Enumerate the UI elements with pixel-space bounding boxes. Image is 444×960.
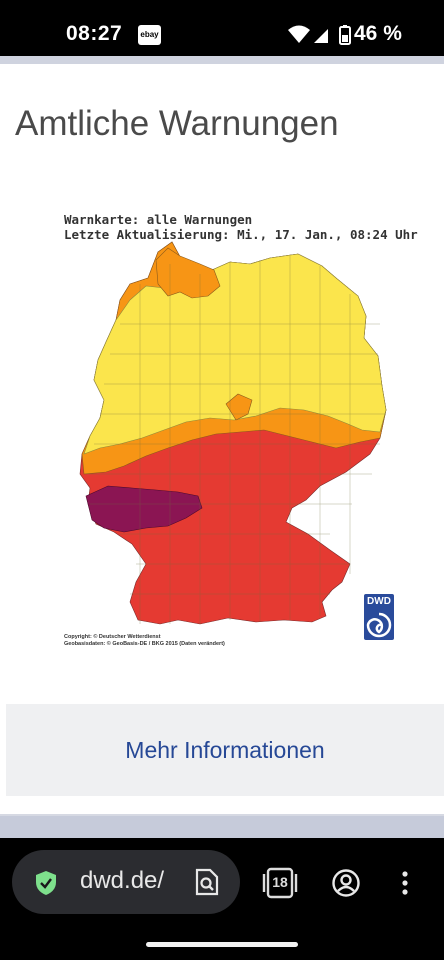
- warnings-card: Amtliche Warnungen Warnkarte: alle Warnu…: [0, 64, 444, 814]
- map-copyright: Copyright: © Deutscher Wetterdienst Geob…: [64, 634, 225, 648]
- url-fade: [172, 864, 186, 900]
- url-text[interactable]: dwd.de/: [80, 867, 165, 894]
- page-search-icon[interactable]: [194, 868, 220, 896]
- dwd-logo: DWD: [364, 594, 394, 640]
- home-indicator[interactable]: [146, 942, 298, 947]
- district-borders: [86, 256, 386, 624]
- tab-count: 18: [272, 874, 288, 890]
- copyright-line1: Copyright: © Deutscher Wetterdienst: [64, 634, 161, 640]
- tabs-icon: [262, 867, 298, 899]
- status-bar: 08:27 ebay 46 %: [0, 0, 444, 56]
- map-region-north-orange: [155, 247, 221, 299]
- germany-warning-map[interactable]: [60, 204, 404, 644]
- battery-percentage: 46 %: [354, 22, 402, 45]
- map-title: Warnkarte: alle Warnungen Letzte Aktuali…: [64, 212, 418, 242]
- wifi-icon: [288, 25, 310, 43]
- shield-check-icon: [36, 871, 56, 895]
- status-icons: [288, 25, 351, 45]
- map-region-central-orange: [225, 393, 253, 421]
- ebay-notification-icon: ebay: [138, 25, 161, 45]
- signal-icon: [314, 29, 328, 43]
- web-page: Amtliche Warnungen Warnkarte: alle Warnu…: [0, 56, 444, 838]
- dwd-logo-text: DWD: [367, 596, 391, 607]
- map-title-line1: Warnkarte: alle Warnungen: [64, 212, 253, 227]
- copyright-line2: Geobasisdaten: © GeoBasis-DE / BKG 2015 …: [64, 641, 225, 647]
- dwd-swirl-icon: [366, 612, 392, 638]
- map-region-purple: [85, 485, 203, 533]
- page-title: Amtliche Warnungen: [15, 104, 339, 143]
- status-time: 08:27: [66, 22, 123, 45]
- page-top-strip: [0, 56, 444, 64]
- more-vert-icon[interactable]: [398, 870, 412, 896]
- more-information-button[interactable]: Mehr Informationen: [6, 704, 444, 796]
- account-icon[interactable]: [331, 868, 361, 898]
- url-bar[interactable]: dwd.de/: [12, 850, 240, 914]
- tabs-button[interactable]: 18: [262, 866, 298, 900]
- battery-icon: [339, 25, 351, 45]
- browser-toolbar: dwd.de/ 18: [0, 838, 444, 960]
- page-lower-strip: [0, 816, 444, 838]
- map-title-line2: Letzte Aktualisierung: Mi., 17. Jan., 08…: [64, 227, 418, 242]
